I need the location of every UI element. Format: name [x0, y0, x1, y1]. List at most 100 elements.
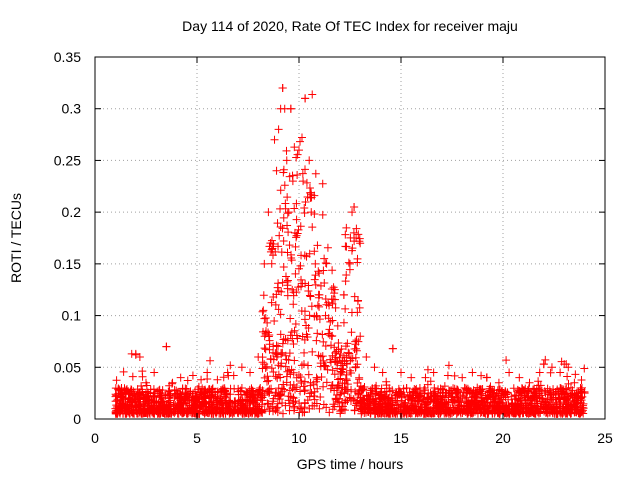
- roti-point: [255, 402, 264, 411]
- roti-point: [348, 208, 357, 217]
- roti-point: [201, 388, 210, 397]
- roti-point: [285, 366, 294, 375]
- roti-point: [347, 368, 356, 377]
- roti-point: [266, 239, 275, 248]
- roti-point: [319, 356, 328, 365]
- roti-point: [570, 408, 579, 417]
- roti-point: [396, 389, 405, 398]
- roti-point: [321, 342, 330, 351]
- roti-point: [356, 239, 365, 248]
- roti-point: [201, 403, 210, 412]
- roti-point: [380, 395, 389, 404]
- roti-point: [292, 199, 301, 208]
- roti-point: [416, 402, 425, 411]
- roti-point: [128, 372, 137, 381]
- roti-point: [285, 172, 294, 181]
- roti-point: [568, 386, 577, 395]
- x-tick-label: 10: [291, 430, 307, 446]
- roti-point: [284, 208, 293, 217]
- roti-point: [181, 395, 190, 404]
- roti-point: [315, 404, 324, 413]
- roti-point: [284, 396, 293, 405]
- roti-point: [421, 373, 430, 382]
- roti-point: [550, 409, 559, 418]
- roti-point: [121, 388, 130, 397]
- roti-point: [544, 401, 553, 410]
- roti-point: [320, 254, 329, 263]
- roti-peak-point: [286, 104, 295, 113]
- roti-point: [334, 383, 343, 392]
- roti-point: [285, 349, 294, 358]
- roti-point: [405, 388, 414, 397]
- roti-point: [237, 363, 246, 372]
- roti-point: [207, 409, 216, 418]
- roti-point: [299, 382, 308, 391]
- roti-point: [247, 384, 256, 393]
- roti-point: [313, 241, 322, 250]
- roti-point: [265, 242, 274, 251]
- roti-point: [276, 330, 285, 339]
- roti-point: [355, 303, 364, 312]
- roti-point: [525, 378, 534, 387]
- roti-point: [273, 350, 282, 359]
- roti-point: [495, 398, 504, 407]
- roti-point: [372, 407, 381, 416]
- roti-point: [496, 385, 505, 394]
- roti-point: [475, 403, 484, 412]
- roti-point: [163, 390, 172, 399]
- roti-point: [439, 404, 448, 413]
- roti-point: [429, 409, 438, 418]
- roti-point: [283, 367, 292, 376]
- roti-point: [311, 169, 320, 178]
- roti-point: [292, 288, 301, 297]
- roti-point: [117, 399, 126, 408]
- roti-point: [279, 165, 288, 174]
- roti-point: [117, 383, 126, 392]
- roti-point: [342, 370, 351, 379]
- roti-point: [194, 382, 203, 391]
- roti-point: [311, 259, 320, 268]
- roti-point: [272, 349, 281, 358]
- roti-point: [360, 383, 369, 392]
- roti-point: [272, 341, 281, 350]
- roti-point: [454, 397, 463, 406]
- roti-point: [502, 356, 511, 365]
- roti-point: [303, 333, 312, 342]
- roti-point: [354, 390, 363, 399]
- roti-point: [322, 378, 331, 387]
- roti-point: [483, 406, 492, 415]
- roti-point: [407, 395, 416, 404]
- roti-point: [142, 378, 150, 387]
- roti-point: [455, 401, 464, 410]
- roti-point: [315, 290, 324, 299]
- axis-ticks: [94, 56, 606, 420]
- roti-point: [305, 184, 314, 193]
- roti-point: [352, 346, 361, 355]
- roti-point: [549, 389, 558, 398]
- roti-point: [402, 384, 411, 393]
- roti-point: [264, 208, 273, 217]
- roti-point: [318, 330, 327, 339]
- roti-point: [351, 363, 360, 372]
- roti-point: [336, 409, 345, 418]
- roti-point: [274, 370, 283, 379]
- roti-point: [327, 381, 336, 390]
- roti-point: [493, 405, 502, 414]
- roti-point: [305, 156, 314, 165]
- roti-point: [364, 407, 373, 416]
- data-points: [111, 84, 589, 418]
- x-tick-label: 20: [495, 430, 511, 446]
- x-tick-label: 0: [91, 430, 99, 446]
- roti-point: [570, 391, 579, 400]
- roti-point: [560, 395, 569, 404]
- roti-point: [166, 398, 175, 407]
- roti-point: [279, 380, 288, 389]
- roti-point: [296, 404, 305, 413]
- roti-point: [342, 242, 351, 251]
- roti-point: [510, 394, 519, 403]
- roti-point: [203, 368, 212, 377]
- roti-point: [434, 385, 443, 394]
- roti-point: [282, 372, 291, 381]
- roti-point: [281, 334, 290, 343]
- roti-point: [307, 208, 316, 217]
